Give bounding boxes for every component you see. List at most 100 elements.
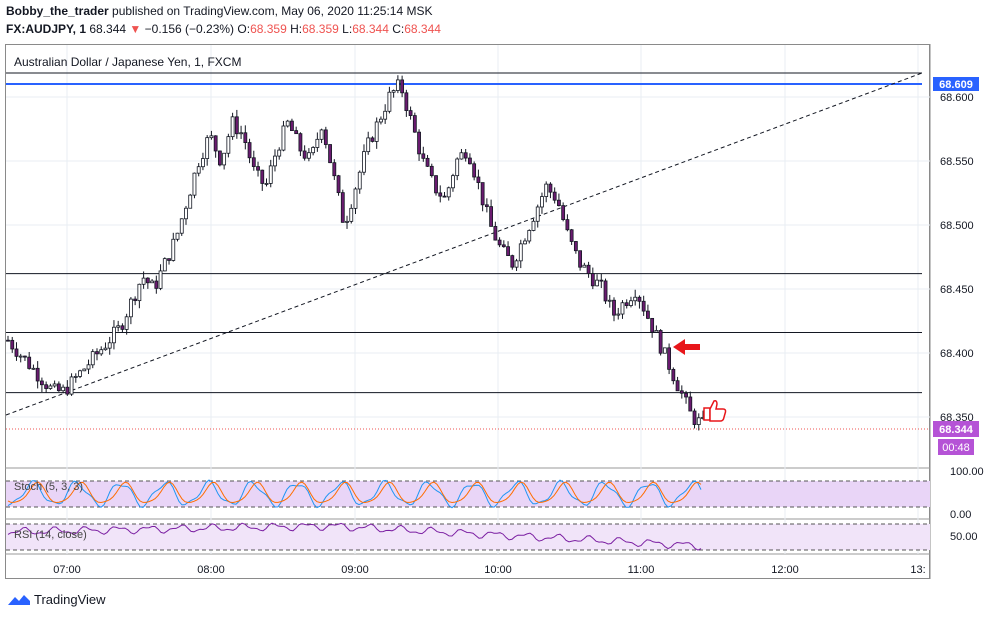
candle-body xyxy=(578,250,583,268)
candle-body xyxy=(340,192,345,223)
candle-body xyxy=(226,136,231,154)
candle-body xyxy=(412,115,417,133)
candle-body xyxy=(493,226,498,241)
candle-body xyxy=(599,279,604,282)
publish-info: Bobby_the_trader published on TradingVie… xyxy=(6,4,432,18)
publish-text: published on TradingView.com, May 06, 20… xyxy=(108,4,433,18)
candle-body xyxy=(167,258,171,261)
candle-body xyxy=(222,152,227,166)
candle-body xyxy=(654,330,659,333)
candle-body xyxy=(201,158,205,168)
candle-body xyxy=(612,299,616,316)
candle-body xyxy=(107,342,112,349)
candle-body xyxy=(150,280,154,284)
close-value: 68.344 xyxy=(404,22,441,36)
candle-body xyxy=(277,149,282,157)
candle-body xyxy=(323,129,328,145)
candle-body xyxy=(31,367,36,370)
candle-body xyxy=(633,296,638,302)
price-tick-label: 68.450 xyxy=(940,284,974,296)
candle-body xyxy=(40,380,44,386)
candle-body xyxy=(112,326,116,344)
candle-body xyxy=(501,244,506,248)
candle-body xyxy=(294,130,299,135)
author-name[interactable]: Bobby_the_trader xyxy=(6,4,109,18)
candle-body xyxy=(374,121,379,142)
candle-body xyxy=(476,176,481,183)
candle-body xyxy=(315,138,320,148)
candle-body xyxy=(459,152,464,160)
candle-body xyxy=(133,298,138,302)
time-axis[interactable]: 07:00 08:00 09:00 10:00 11:00 12:00 13: xyxy=(53,564,925,576)
candle-body xyxy=(175,232,180,240)
tradingview-logo[interactable]: TradingView xyxy=(8,592,106,607)
candle-body xyxy=(56,383,61,392)
candlesticks xyxy=(6,75,705,431)
candle-body xyxy=(128,298,133,318)
candle-body xyxy=(675,380,680,392)
candle-body xyxy=(662,347,667,354)
candle-body xyxy=(171,238,176,261)
candle-body xyxy=(688,396,693,412)
symbol-info: FX:AUDJPY, 1 68.344 ▼ −0.156 (−0.23%) O:… xyxy=(6,22,441,36)
time-tick-label: 12:00 xyxy=(771,564,799,576)
candle-body xyxy=(162,258,167,272)
candle-body xyxy=(650,317,655,333)
price-tick-label: 68.400 xyxy=(940,348,974,360)
candle-body xyxy=(120,325,125,330)
candle-body xyxy=(264,183,269,185)
candle-body xyxy=(6,339,10,342)
candle-body xyxy=(95,351,99,355)
red-arrow-icon xyxy=(673,339,700,355)
candle-body xyxy=(357,171,362,190)
candle-body xyxy=(497,239,502,246)
candle-body xyxy=(205,137,210,159)
candle-body xyxy=(506,246,510,257)
chart-title: Australian Dollar / Japanese Yen, 1, FXC… xyxy=(14,55,241,69)
candle-body xyxy=(620,302,625,315)
candle-body xyxy=(52,383,57,387)
candle-body xyxy=(463,152,468,159)
candle-body xyxy=(595,279,599,287)
candle-body xyxy=(353,188,358,209)
candle-body xyxy=(298,133,303,152)
candle-body xyxy=(311,147,316,154)
candle-body xyxy=(696,417,701,425)
rsi-band xyxy=(6,524,930,550)
candle-body xyxy=(582,264,587,268)
candle-body xyxy=(531,220,536,231)
candle-body xyxy=(116,325,121,328)
candle-body xyxy=(561,205,566,220)
candle-body xyxy=(103,347,108,351)
candle-body xyxy=(213,135,218,152)
candle-body xyxy=(362,151,366,173)
candle-body xyxy=(78,370,82,377)
candle-body xyxy=(434,175,438,194)
candle-body xyxy=(451,175,455,189)
candle-body xyxy=(209,135,214,139)
candle-body xyxy=(243,132,248,143)
candle-body xyxy=(44,384,49,389)
candle-body xyxy=(124,316,129,330)
candle-body xyxy=(268,165,273,184)
candle-body xyxy=(603,280,608,302)
candle-body xyxy=(667,347,671,370)
time-tick-label: 11:00 xyxy=(628,564,655,576)
candle-body xyxy=(510,255,515,268)
time-tick-label: 13: xyxy=(910,564,925,576)
candle-body xyxy=(692,410,697,425)
candle-body xyxy=(230,116,235,138)
candle-body xyxy=(23,355,27,358)
candle-body xyxy=(607,299,612,302)
candle-body xyxy=(417,131,421,155)
candle-body xyxy=(671,368,676,382)
candle-body xyxy=(302,150,307,159)
stoch-band xyxy=(6,481,930,507)
last-price: 68.344 xyxy=(89,22,127,36)
candle-body xyxy=(391,90,396,93)
dashed-trend-line[interactable] xyxy=(5,72,923,416)
countdown-tag xyxy=(938,439,974,455)
high-label: H: xyxy=(290,22,303,36)
